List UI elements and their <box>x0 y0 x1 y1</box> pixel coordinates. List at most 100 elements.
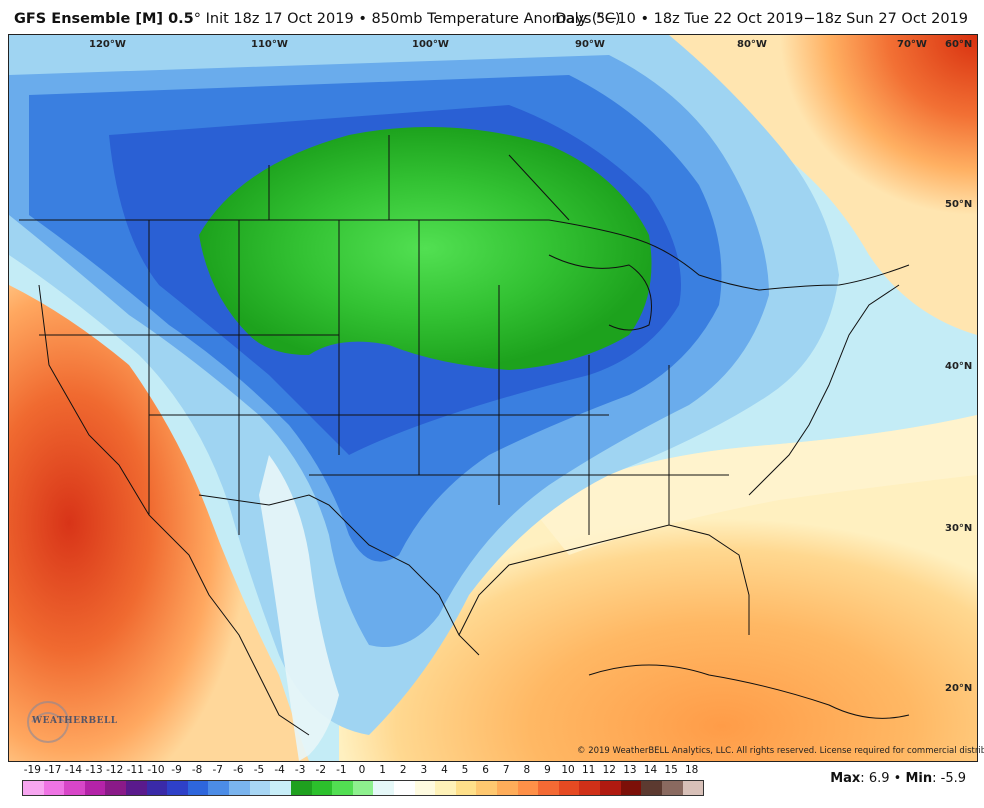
colorbar-cell <box>435 781 456 795</box>
colorbar-cell <box>558 781 580 795</box>
colorbar-cell <box>146 781 168 795</box>
colorbar-tick-label: 18 <box>685 764 699 776</box>
colorbar-tick-label: 11 <box>581 764 596 776</box>
longitude-label: 70°W <box>897 39 927 50</box>
copyright-notice: © 2019 WeatherBELL Analytics, LLC. All r… <box>577 746 984 756</box>
colorbar-cell <box>538 781 559 795</box>
anomaly-map: 120°W 110°W 100°W 90°W 80°W 70°W 60°N 50… <box>8 34 978 762</box>
latitude-label: 30°N <box>945 523 973 534</box>
colorbar-cell <box>270 781 291 795</box>
colorbar-cell <box>187 781 209 795</box>
canada-province-lines <box>268 135 570 221</box>
colorbar-cell <box>23 781 44 795</box>
colorbar-tick-label: -2 <box>315 764 327 776</box>
us-mexico-border <box>198 494 480 656</box>
colorbar-cell <box>84 781 106 795</box>
map-canvas <box>9 35 977 761</box>
min-value: -5.9 <box>940 771 966 786</box>
colorbar-tick-label: -9 <box>171 764 182 776</box>
colorbar-tick-label: -8 <box>191 764 203 776</box>
colorbar-cell <box>600 781 621 795</box>
map-title: GFS Ensemble [M] 0.5° Init 18z 17 Oct 20… <box>14 11 620 27</box>
colorbar-cell <box>455 781 477 795</box>
colorbar-tick-label: -19 <box>23 764 41 776</box>
colorbar-cell <box>476 781 498 795</box>
title-bullet: • <box>358 11 367 27</box>
colorbar-cell <box>352 781 374 795</box>
longitude-label: 80°W <box>737 39 767 50</box>
colorbar-tick-label: -13 <box>85 764 103 776</box>
warm-anomaly-west <box>9 285 309 761</box>
colorbar-cell <box>661 781 683 795</box>
longitude-label: 110°W <box>251 39 288 50</box>
colorbar-tick-label: -12 <box>106 764 124 776</box>
colorbar-cell <box>517 781 539 795</box>
neutral-strip-southwest <box>259 455 339 761</box>
atlantic-coastline <box>748 284 900 496</box>
longitude-label: 120°W <box>89 39 126 50</box>
colorbar-strip <box>22 780 704 796</box>
colorbar-tick-label: -14 <box>64 764 83 776</box>
colorbar-tick-label: -5 <box>253 764 265 776</box>
gulf-coastline <box>458 524 750 636</box>
colorbar-cell <box>43 781 65 795</box>
colorbar-cell <box>332 781 353 795</box>
colorbar-cell <box>620 781 642 795</box>
colorbar-cell <box>167 781 188 795</box>
colorbar-tick-label: 1 <box>379 764 386 776</box>
colorbar-cell <box>208 781 230 795</box>
colorbar-cell <box>579 781 601 795</box>
longitude-label: 90°W <box>575 39 605 50</box>
boundaries <box>19 135 910 736</box>
longitude-label: 100°W <box>412 39 449 50</box>
warm-anomaly-southeast <box>339 415 977 761</box>
maxmin-separator: • <box>893 771 902 786</box>
colorbar-cell <box>682 781 704 795</box>
colorbar-cell <box>641 781 662 795</box>
colorbar-tick-label: -3 <box>294 764 306 776</box>
variable-name: 850mb Temperature Anomaly (°C) <box>371 11 621 27</box>
cold-anomaly-core <box>199 127 652 370</box>
colorbar-tick-label: 2 <box>399 764 407 776</box>
great-lakes <box>548 254 652 331</box>
pacific-coastline <box>38 284 310 736</box>
colorbar-cell <box>290 781 312 795</box>
latitude-label: 60°N <box>945 39 973 50</box>
colorbar: -19 -17 -14 -13 -12 -11 -10 -9 -8 -7 -6 -5 -4 -3 -2 -1 0… <box>22 764 704 800</box>
colorbar-tick-label: -11 <box>126 764 144 776</box>
colorbar-cell <box>373 781 394 795</box>
colorbar-cell <box>105 781 127 795</box>
logo-text: WEATHERBELL <box>32 716 118 726</box>
header: GFS Ensemble [M] 0.5° Init 18z 17 Oct 20… <box>0 0 984 36</box>
colorbar-tick-label: 5 <box>461 764 469 776</box>
caribbean-islands <box>588 664 910 719</box>
colorbar-tick-label: 12 <box>602 764 616 776</box>
colorbar-tick-label: 10 <box>561 764 575 776</box>
colorbar-tick-label: 9 <box>544 764 551 776</box>
max-value: 6.9 <box>868 771 890 786</box>
colorbar-cell <box>229 781 250 795</box>
colorbar-cell <box>126 781 147 795</box>
colorbar-tick-label: 0 <box>358 764 366 776</box>
colorbar-tick-label: 13 <box>623 764 637 776</box>
weatherbell-logo: WEATHERBELL <box>18 700 117 744</box>
colorbar-tick-label: 14 <box>643 764 658 776</box>
colorbar-cell <box>311 781 333 795</box>
colorbar-tick-label: 6 <box>482 764 489 776</box>
colorbar-tick-label: 4 <box>441 764 448 776</box>
run-info: Init 18z 17 Oct 2019 <box>205 11 354 27</box>
colorbar-tick-label: -1 <box>336 764 347 776</box>
colorbar-tick-label: 15 <box>664 764 678 776</box>
latitude-label: 50°N <box>945 199 973 210</box>
latitude-label: 40°N <box>945 361 973 372</box>
colorbar-tick-label: -6 <box>233 764 244 776</box>
min-label: Min <box>905 771 933 786</box>
colorbar-tick-label: -10 <box>147 764 165 776</box>
colorbar-tick-label: -7 <box>212 764 223 776</box>
max-min-readout: Max: 6.9 • Min: -5.9 <box>830 771 966 786</box>
colorbar-cell <box>414 781 436 795</box>
colorbar-labels: -19 -17 -14 -13 -12 -11 -10 -9 -8 -7 -6 -5 -4 -3 -2 -1 0… <box>22 764 702 778</box>
us-canada-border <box>19 219 910 291</box>
colorbar-cell <box>393 781 415 795</box>
degree-symbol: ° <box>193 11 201 27</box>
